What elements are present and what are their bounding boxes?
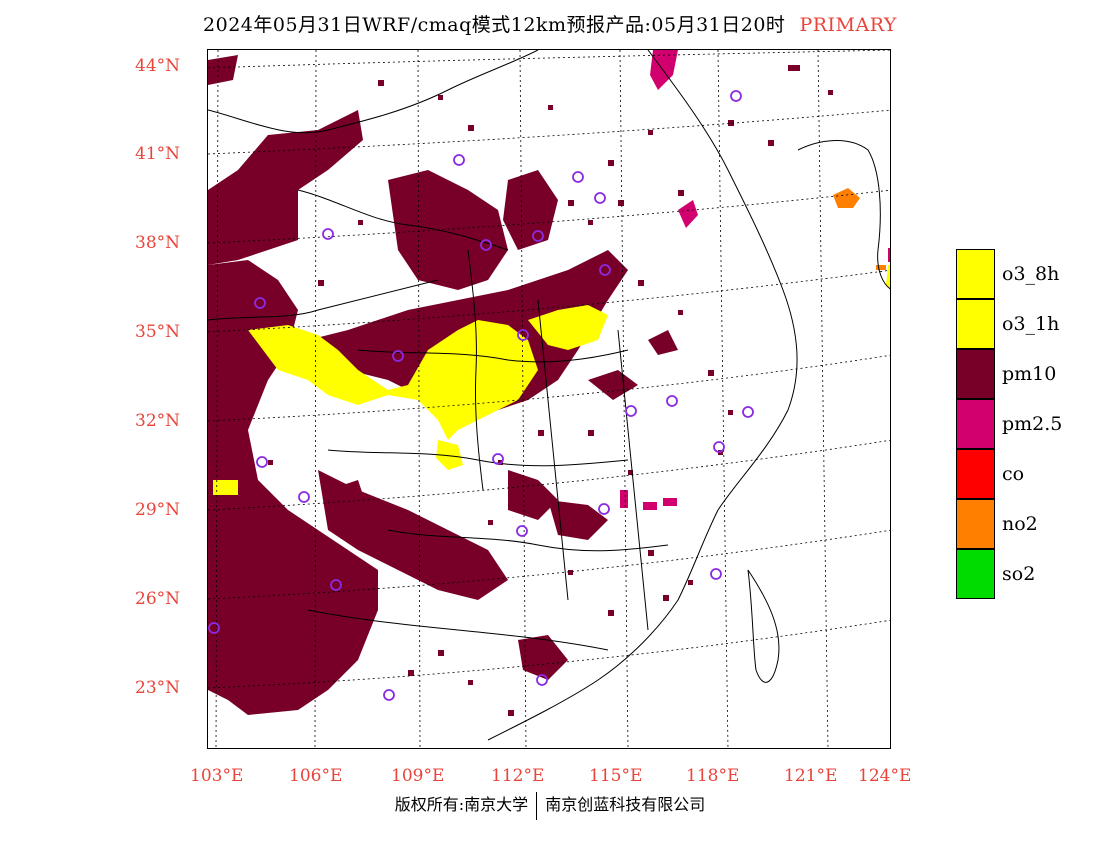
- legend-item-so2: so2: [956, 549, 1086, 599]
- legend-swatch: [956, 249, 995, 299]
- legend-swatch: [956, 449, 995, 499]
- o3-regions: [213, 265, 890, 495]
- lon-label-121: 121°E: [784, 766, 838, 786]
- lat-label-26: 26°N: [135, 589, 181, 609]
- legend-item-no2: no2: [956, 499, 1086, 549]
- primary-label: PRIMARY: [799, 14, 897, 36]
- lat-label-44: 44°N: [135, 56, 181, 76]
- legend-item-pm10: pm10: [956, 349, 1086, 399]
- lon-label-106: 106°E: [289, 766, 343, 786]
- pm10-speckles: [268, 65, 833, 716]
- no2-regions: [833, 188, 886, 270]
- graticule: [208, 50, 890, 748]
- lon-label-124: 124°E: [858, 766, 912, 786]
- lon-label-115: 115°E: [589, 766, 643, 786]
- lat-label-23: 23°N: [135, 678, 181, 698]
- lon-label-103: 103°E: [190, 766, 244, 786]
- legend-label: no2: [1002, 513, 1038, 535]
- legend-item-pm25: pm2.5: [956, 399, 1086, 449]
- legend-swatch: [956, 349, 995, 399]
- lat-label-29: 29°N: [135, 500, 181, 520]
- map-title: 2024年05月31日WRF/cmaq模式12km预报产品:05月31日20时 P…: [0, 10, 1100, 37]
- legend-item-o3-8h: o3_8h: [956, 249, 1086, 299]
- legend-label: pm2.5: [1002, 413, 1063, 435]
- pm25-regions: [620, 50, 890, 510]
- legend-label: pm10: [1002, 363, 1057, 385]
- legend-item-o3-1h: o3_1h: [956, 299, 1086, 349]
- title-text: 2024年05月31日WRF/cmaq模式12km预报产品:05月31日20时: [203, 14, 786, 36]
- lon-label-109: 109°E: [391, 766, 445, 786]
- legend-swatch: [956, 399, 995, 449]
- lat-label-35: 35°N: [135, 322, 181, 342]
- footer-divider: [536, 791, 538, 820]
- legend-label: o3_1h: [1002, 313, 1060, 335]
- lat-label-32: 32°N: [135, 411, 181, 431]
- copyright-left: 版权所有:南京大学: [394, 795, 529, 814]
- copyright-right: 南京创蓝科技有限公司: [545, 795, 706, 814]
- legend-swatch: [956, 499, 995, 549]
- lon-label-118: 118°E: [686, 766, 740, 786]
- legend-item-co: co: [956, 449, 1086, 499]
- map-panel: [207, 49, 891, 749]
- copyright-footer: 版权所有:南京大学 南京创蓝科技有限公司: [0, 791, 1100, 820]
- legend-swatch: [956, 299, 995, 349]
- station-markers: [208, 90, 754, 701]
- pollution-map: [208, 50, 890, 748]
- legend: o3_8h o3_1h pm10 pm2.5 co no2 so2: [956, 249, 1086, 599]
- legend-label: o3_8h: [1002, 263, 1060, 285]
- legend-label: co: [1002, 463, 1025, 485]
- lat-label-38: 38°N: [135, 233, 181, 253]
- legend-label: so2: [1002, 563, 1036, 585]
- legend-swatch: [956, 549, 995, 599]
- lon-label-112: 112°E: [491, 766, 545, 786]
- lat-label-41: 41°N: [135, 144, 181, 164]
